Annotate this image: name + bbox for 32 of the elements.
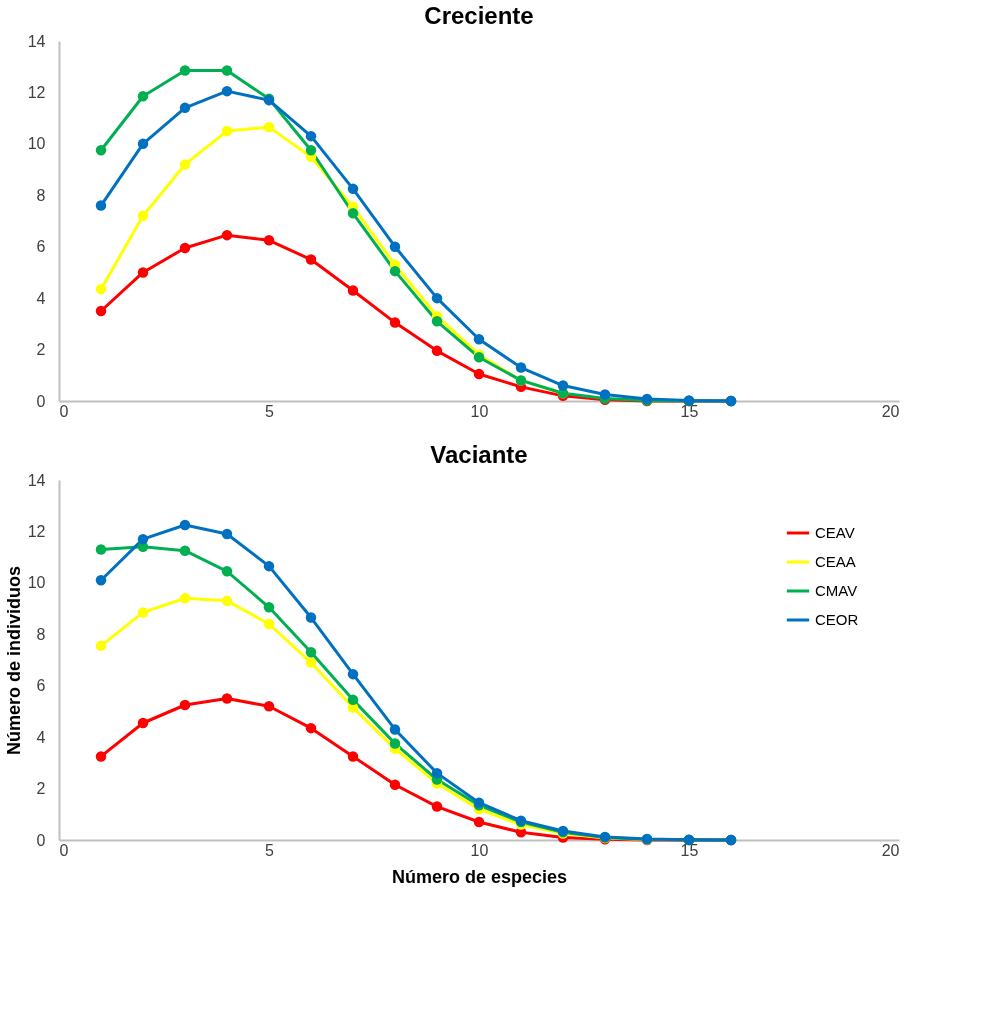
chart-title: Vaciante — [430, 441, 528, 468]
y-tick-label: 12 — [27, 83, 46, 101]
x-tick-label: 15 — [680, 841, 699, 859]
y-tick-label: 6 — [36, 238, 46, 256]
y-tick-label: 4 — [36, 728, 46, 746]
x-tick-label: 0 — [59, 402, 69, 420]
x-tick-label: 10 — [470, 841, 489, 859]
y-tick-label: 8 — [36, 186, 46, 204]
x-tick-label: 10 — [470, 402, 489, 420]
x-tick-label: 5 — [265, 841, 275, 859]
y-axis-title: Número de individuos — [3, 565, 24, 756]
y-tick-label: 2 — [36, 780, 46, 798]
chart-title: Creciente — [424, 2, 534, 29]
x-tick-label: 5 — [265, 402, 275, 420]
x-tick-label: 20 — [881, 402, 900, 420]
y-tick-label: 10 — [27, 574, 46, 592]
x-axis-title: Número de especies — [391, 866, 568, 887]
y-tick-label: 14 — [27, 32, 46, 50]
legend-label: CEAA — [815, 553, 856, 570]
y-tick-label: 14 — [27, 471, 46, 489]
legend-label: CEOR — [815, 611, 859, 628]
y-tick-label: 4 — [36, 289, 46, 307]
legend-label: CEAV — [815, 524, 855, 541]
y-tick-label: 12 — [27, 522, 46, 540]
y-tick-label: 2 — [36, 341, 46, 359]
legend-label: CMAV — [815, 582, 858, 599]
x-tick-label: 15 — [680, 402, 699, 420]
y-tick-label: 6 — [36, 677, 46, 695]
x-tick-label: 0 — [59, 841, 69, 859]
x-tick-label: 20 — [881, 841, 900, 859]
y-tick-label: 10 — [27, 135, 46, 153]
y-tick-label: 8 — [36, 625, 46, 643]
